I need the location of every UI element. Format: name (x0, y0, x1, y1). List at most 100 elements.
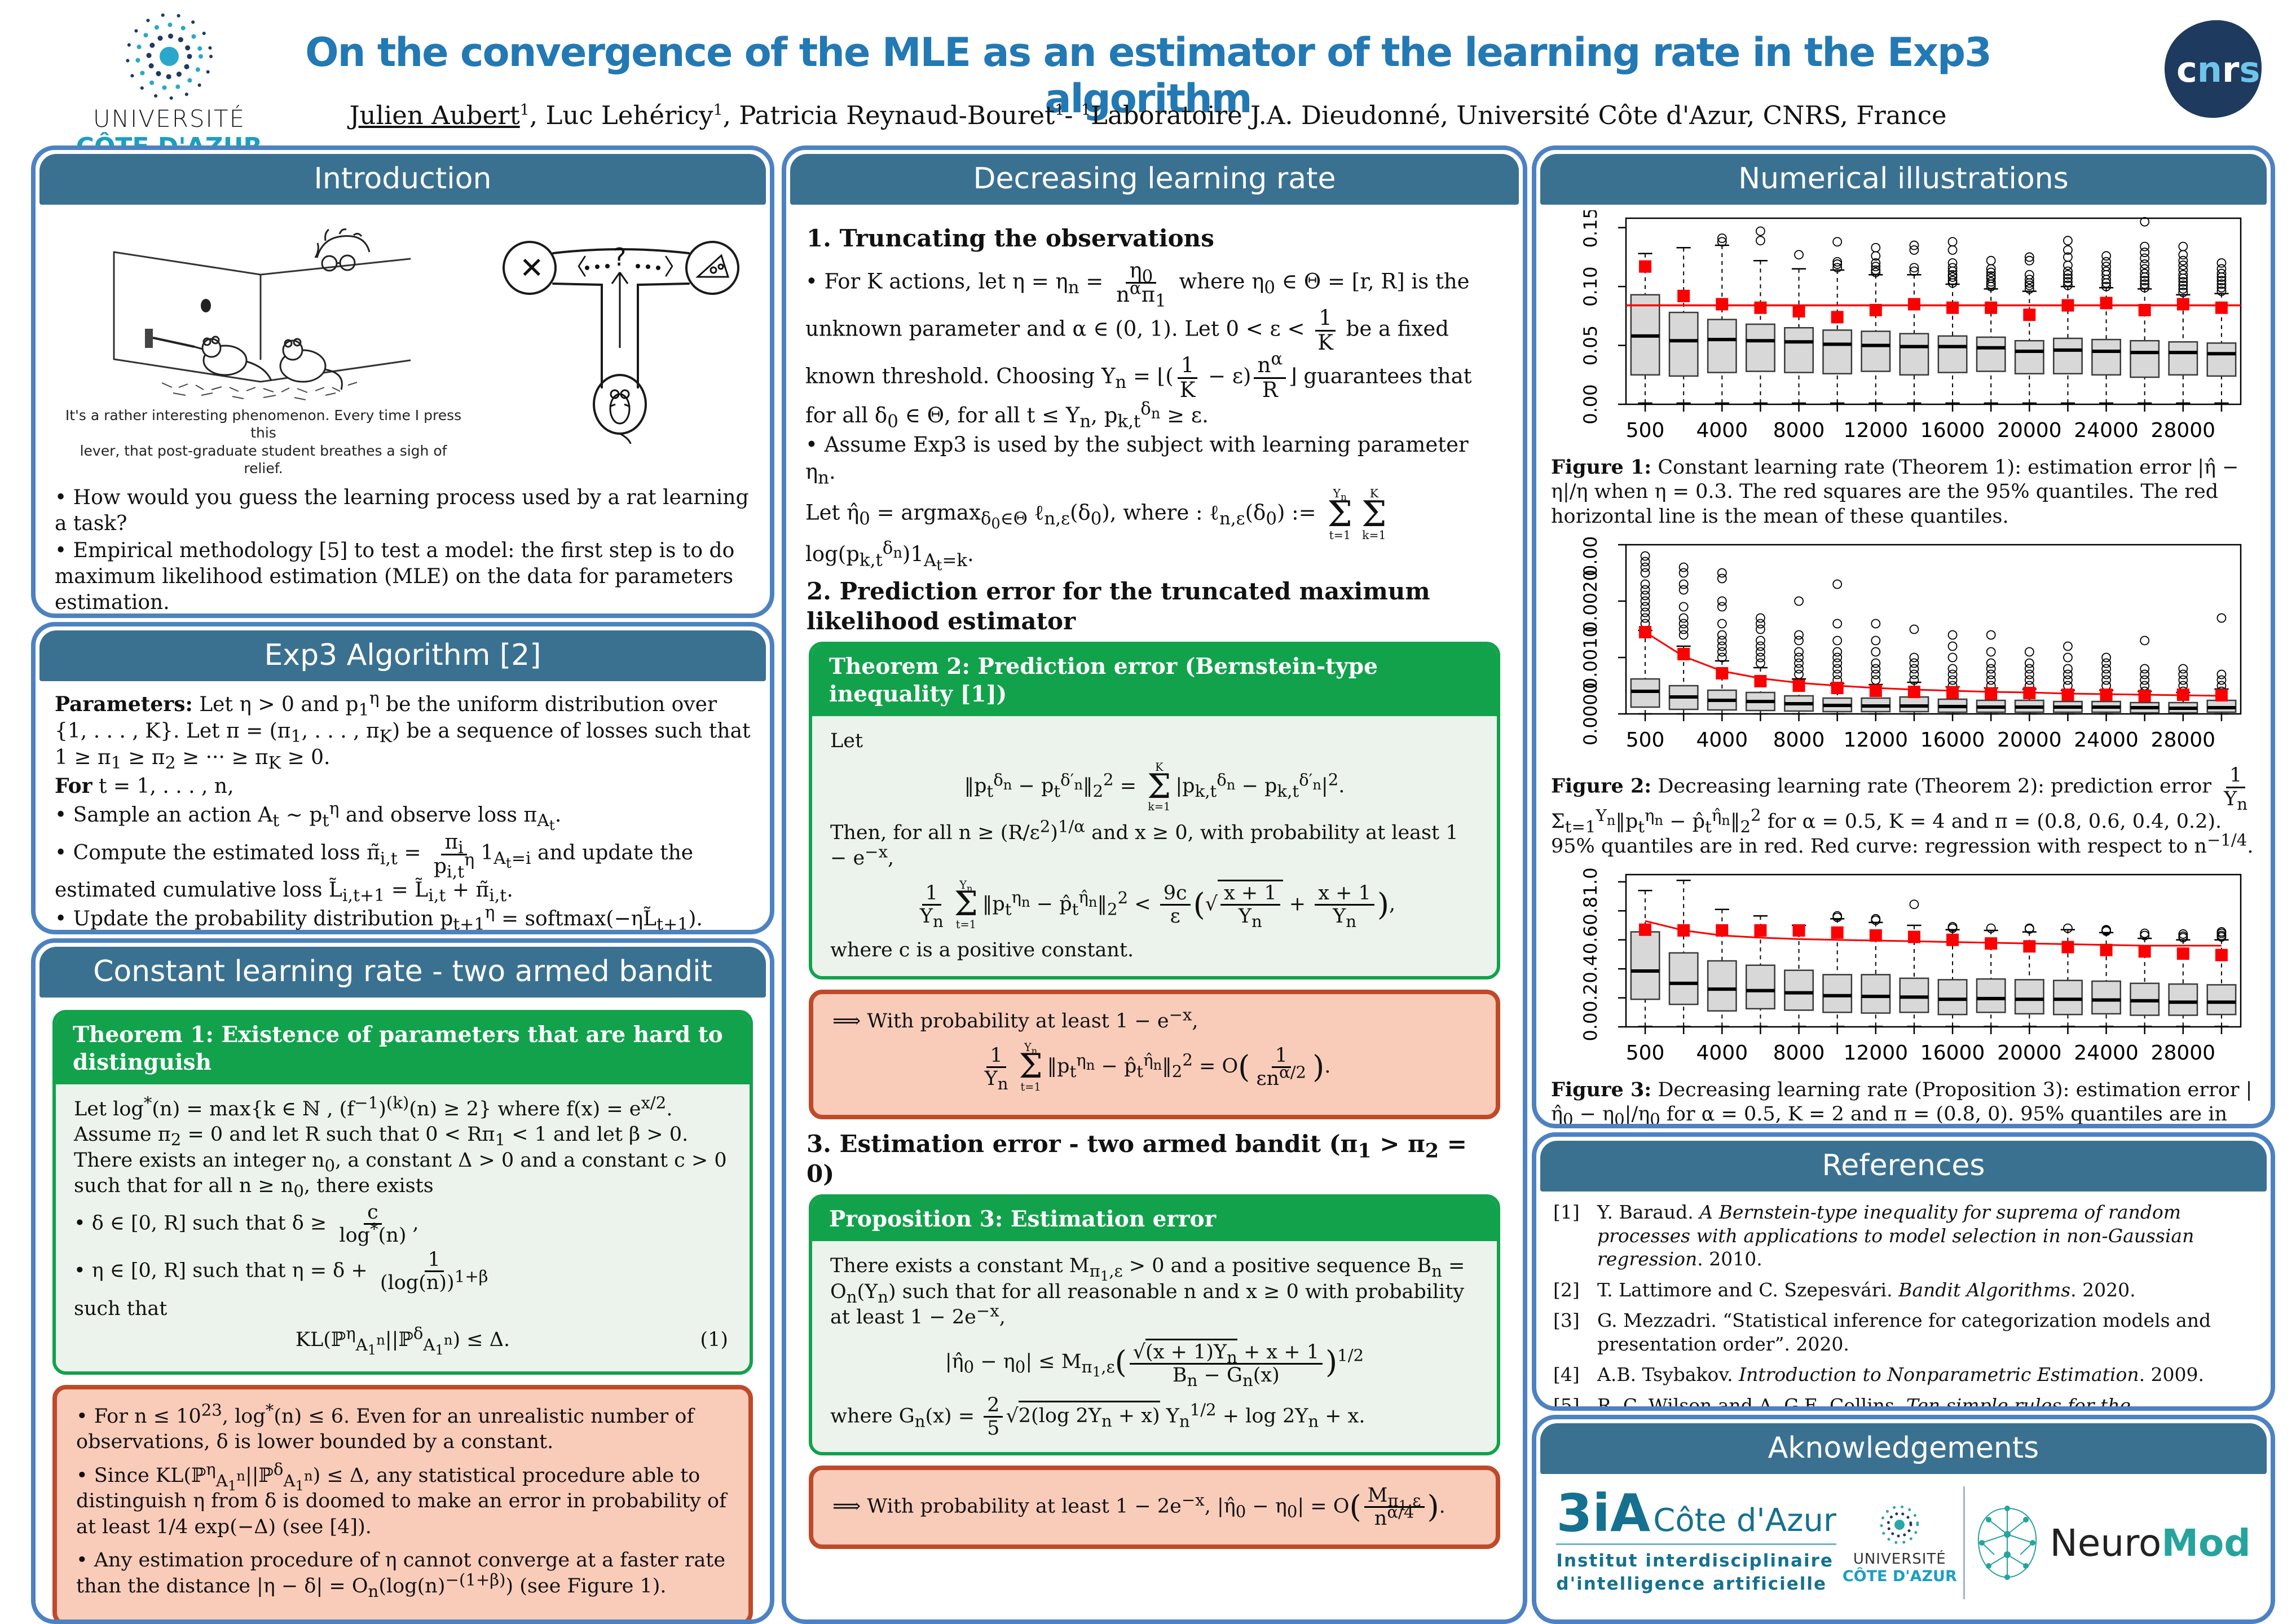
cnrs-logo-icon: cnrs (2164, 20, 2262, 118)
panel-numerical-title: Numerical illustrations (1540, 154, 2267, 205)
cartoon-caption-line2: lever, that post-graduate student breath… (80, 442, 447, 476)
svg-text:0.10: 0.10 (1580, 267, 1601, 307)
proposition3-title: Proposition 3: Estimation error (812, 1198, 1497, 1242)
svg-text:24000: 24000 (2074, 729, 2139, 752)
svg-text:8000: 8000 (1773, 419, 1825, 442)
uca-mini-line2: CÔTE D'AZUR (1842, 1567, 1957, 1585)
section1-lines: • For K actions, let η = ηn = η0 nαπ1 whe… (805, 258, 1504, 574)
proposition3-eq: |η̂0 − η0| ≤ Mπ1,ε(√(x + 1)Υn + x + 1 Bn … (830, 1338, 1479, 1389)
uca-mini-dots-icon (1880, 1505, 1919, 1544)
list-item: • Any estimation procedure of η cannot c… (76, 1549, 726, 1601)
3ia-logo-sub1: Institut interdisciplinaire (1556, 1551, 1834, 1572)
uca-logo-line1: UNIVERSITÉ (92, 105, 246, 133)
panel-exp3-algorithm: Exp3 Algorithm [2] Parameters: Let η > 0… (31, 622, 774, 934)
list-item: such that (74, 1297, 168, 1320)
panel-middle-title: Decreasing learning rate (790, 154, 1519, 205)
list-item: Parameters: Let η > 0 and p1η be the uni… (55, 689, 751, 773)
3ia-logo-sub2: d'intelligence artificielle (1556, 1573, 1827, 1594)
panel-introduction: Introduction (31, 145, 774, 618)
figure2-caption: Figure 2: Decreasing learning rate (Theo… (1551, 764, 2254, 858)
figure1-boxplot-chart: 0.00 0.05 0.10 0.15 500 4000 8000 12000 16000 200… (1580, 210, 2242, 442)
theorem1-equation-number: (1) (700, 1329, 728, 1351)
list-item: • Empirical methodology [5] to test a mo… (55, 539, 735, 615)
svg-text:20000: 20000 (1997, 1042, 2062, 1065)
list-item: • Update the probability distribution pt… (55, 902, 703, 934)
svg-text:✕: ✕ (519, 251, 544, 285)
uca-mini-line1: UNIVERSITÉ (1853, 1550, 1946, 1568)
cartoon-caption-line1: It's a rather interesting phenomenon. Ev… (65, 407, 462, 442)
list-item: Let log*(n) = max{k ∈ ℕ , (f−1)(k)(n) ≥ … (74, 1092, 727, 1201)
list-item: • For n ≤ 1023, log*(n) ≤ 6. Even for an… (76, 1400, 694, 1453)
svg-text:8000: 8000 (1773, 1042, 1825, 1065)
svg-text:0.6: 0.6 (1580, 925, 1601, 954)
svg-text:0.00: 0.00 (1580, 384, 1601, 424)
implies2-box: ⟹ With probability at least 1 − 2e−x, |η… (809, 1465, 1500, 1549)
list-item: Let η̂0 = argmaxδ0∈Θ ℓn,ε(δ0), where : ℓ… (805, 486, 1387, 574)
svg-text:16000: 16000 (1920, 419, 1985, 442)
list-item: • For K actions, let η = ηn = η0 nαπ1 whe… (805, 258, 1472, 432)
theorem2-title: Theorem 2: Prediction error (Bernstein-t… (812, 645, 1497, 716)
svg-text:0.4: 0.4 (1580, 955, 1601, 983)
svg-text:28000: 28000 (2151, 419, 2216, 442)
list-item: • Compute the estimated loss π̃i,t = πi p… (55, 830, 694, 906)
constant-notes-box: • For n ≤ 1023, log*(n) ≤ 6. Even for an… (52, 1384, 753, 1619)
section1-title: 1. Truncating the observations (807, 224, 1214, 252)
svg-text:0.15: 0.15 (1580, 210, 1601, 248)
neuromod-logo: NeuroMod (1971, 1501, 2251, 1585)
panel-acknowledgements: Aknowledgements 3iA Côte d'Azur Institut… (1532, 1415, 2275, 1624)
list-item: • No theoretical guarantee that the MLE … (55, 617, 751, 618)
logo-divider (1963, 1486, 1965, 1599)
svg-text:0.0: 0.0 (1580, 1013, 1601, 1042)
list-item: [1] Y. Baraud. A Bernstein-type inequalit… (1553, 1201, 2194, 1270)
svg-text:4000: 4000 (1696, 419, 1748, 442)
theorem2-mid: Then, for all n ≥ (R/ε2)1/α and x ≥ 0, w… (830, 816, 1458, 870)
list-item: [5] R. C. Wilson and A. G.E. Collins. Ten… (1553, 1394, 2131, 1411)
proposition3-box: Proposition 3: Estimation error There ex… (809, 1194, 1500, 1455)
theorem2-box: Theorem 2: Prediction error (Bernstein-t… (809, 642, 1500, 979)
panel-decreasing-learning-rate: Decreasing learning rate 1. Truncating t… (782, 145, 1527, 1624)
svg-text:500: 500 (1626, 419, 1665, 442)
implies1-text: ⟹ With probability at least 1 − e−x, (832, 1004, 1198, 1032)
panel-exp3-title: Exp3 Algorithm [2] (39, 630, 766, 681)
panel-constant-title: Constant learning rate - two armed bandi… (39, 947, 766, 998)
neuromod-text-teal: Mod (2161, 1521, 2251, 1565)
svg-text:8000: 8000 (1773, 729, 1825, 752)
svg-text:〉: 〉 (664, 254, 686, 280)
list-item: [2] T. Lattimore and C. Szepesvári. Bandi… (1553, 1278, 2136, 1301)
proposition3-body: There exists a constant Mπ1,ε > 0 and a … (830, 1255, 1465, 1329)
svg-text:〈: 〈 (565, 254, 587, 280)
svg-text:28000: 28000 (2151, 729, 2216, 752)
svg-text:0.2: 0.2 (1580, 983, 1601, 1012)
section2-title: 2. Prediction error for the truncated ma… (807, 577, 1430, 635)
svg-text:12000: 12000 (1844, 1042, 1909, 1065)
3ia-logo-mark: 3iA (1556, 1483, 1651, 1544)
svg-text:4000: 4000 (1696, 1042, 1748, 1065)
t-maze-drawing: ✕ 〈 ? 〉 (503, 241, 739, 444)
list-item: • η ∈ [0, R] such that η = δ + 1 (log(n))… (74, 1248, 488, 1294)
page-title: On the convergence of the MLE as an esti… (305, 29, 1992, 122)
list-item: [4] A.B. Tsybakov. Introduction to Nonpar… (1553, 1363, 2205, 1386)
svg-text:0.0020: 0.0020 (1580, 570, 1601, 633)
svg-text:20000: 20000 (1997, 729, 2062, 752)
panel-constant-learning-rate: Constant learning rate - two armed bandi… (31, 938, 774, 1624)
svg-text:4000: 4000 (1696, 729, 1748, 752)
intro-bullets: • How would you guess the learning proce… (55, 485, 751, 618)
list-item: • Assume Exp3 is used by the subject wit… (805, 432, 1469, 488)
implies2-text: ⟹ With probability at least 1 − 2e−x, |η… (832, 1484, 1446, 1530)
theorem1-box: Theorem 1: Existence of parameters that … (52, 1010, 753, 1375)
svg-text:500: 500 (1626, 1042, 1665, 1065)
list-item: • How would you guess the learning proce… (55, 486, 749, 536)
neuromod-brain-icon (1978, 1506, 2037, 1580)
svg-text:0.0030: 0.0030 (1580, 537, 1601, 576)
list-item: For t = 1, . . . , n, (55, 774, 234, 798)
section3-title: 3. Estimation error - two armed bandit (… (807, 1130, 1467, 1188)
svg-text:0.0000: 0.0000 (1580, 682, 1601, 745)
list-item: • Sample an action At ∼ ptη and observe … (55, 799, 562, 834)
implies1-box: ⟹ With probability at least 1 − e−x, 1 Υn… (809, 989, 1500, 1120)
panel-numerical-illustrations: Numerical illustrations 0.00 0.05 0.10 0.15… (1532, 145, 2275, 1128)
svg-text:500: 500 (1626, 729, 1665, 752)
